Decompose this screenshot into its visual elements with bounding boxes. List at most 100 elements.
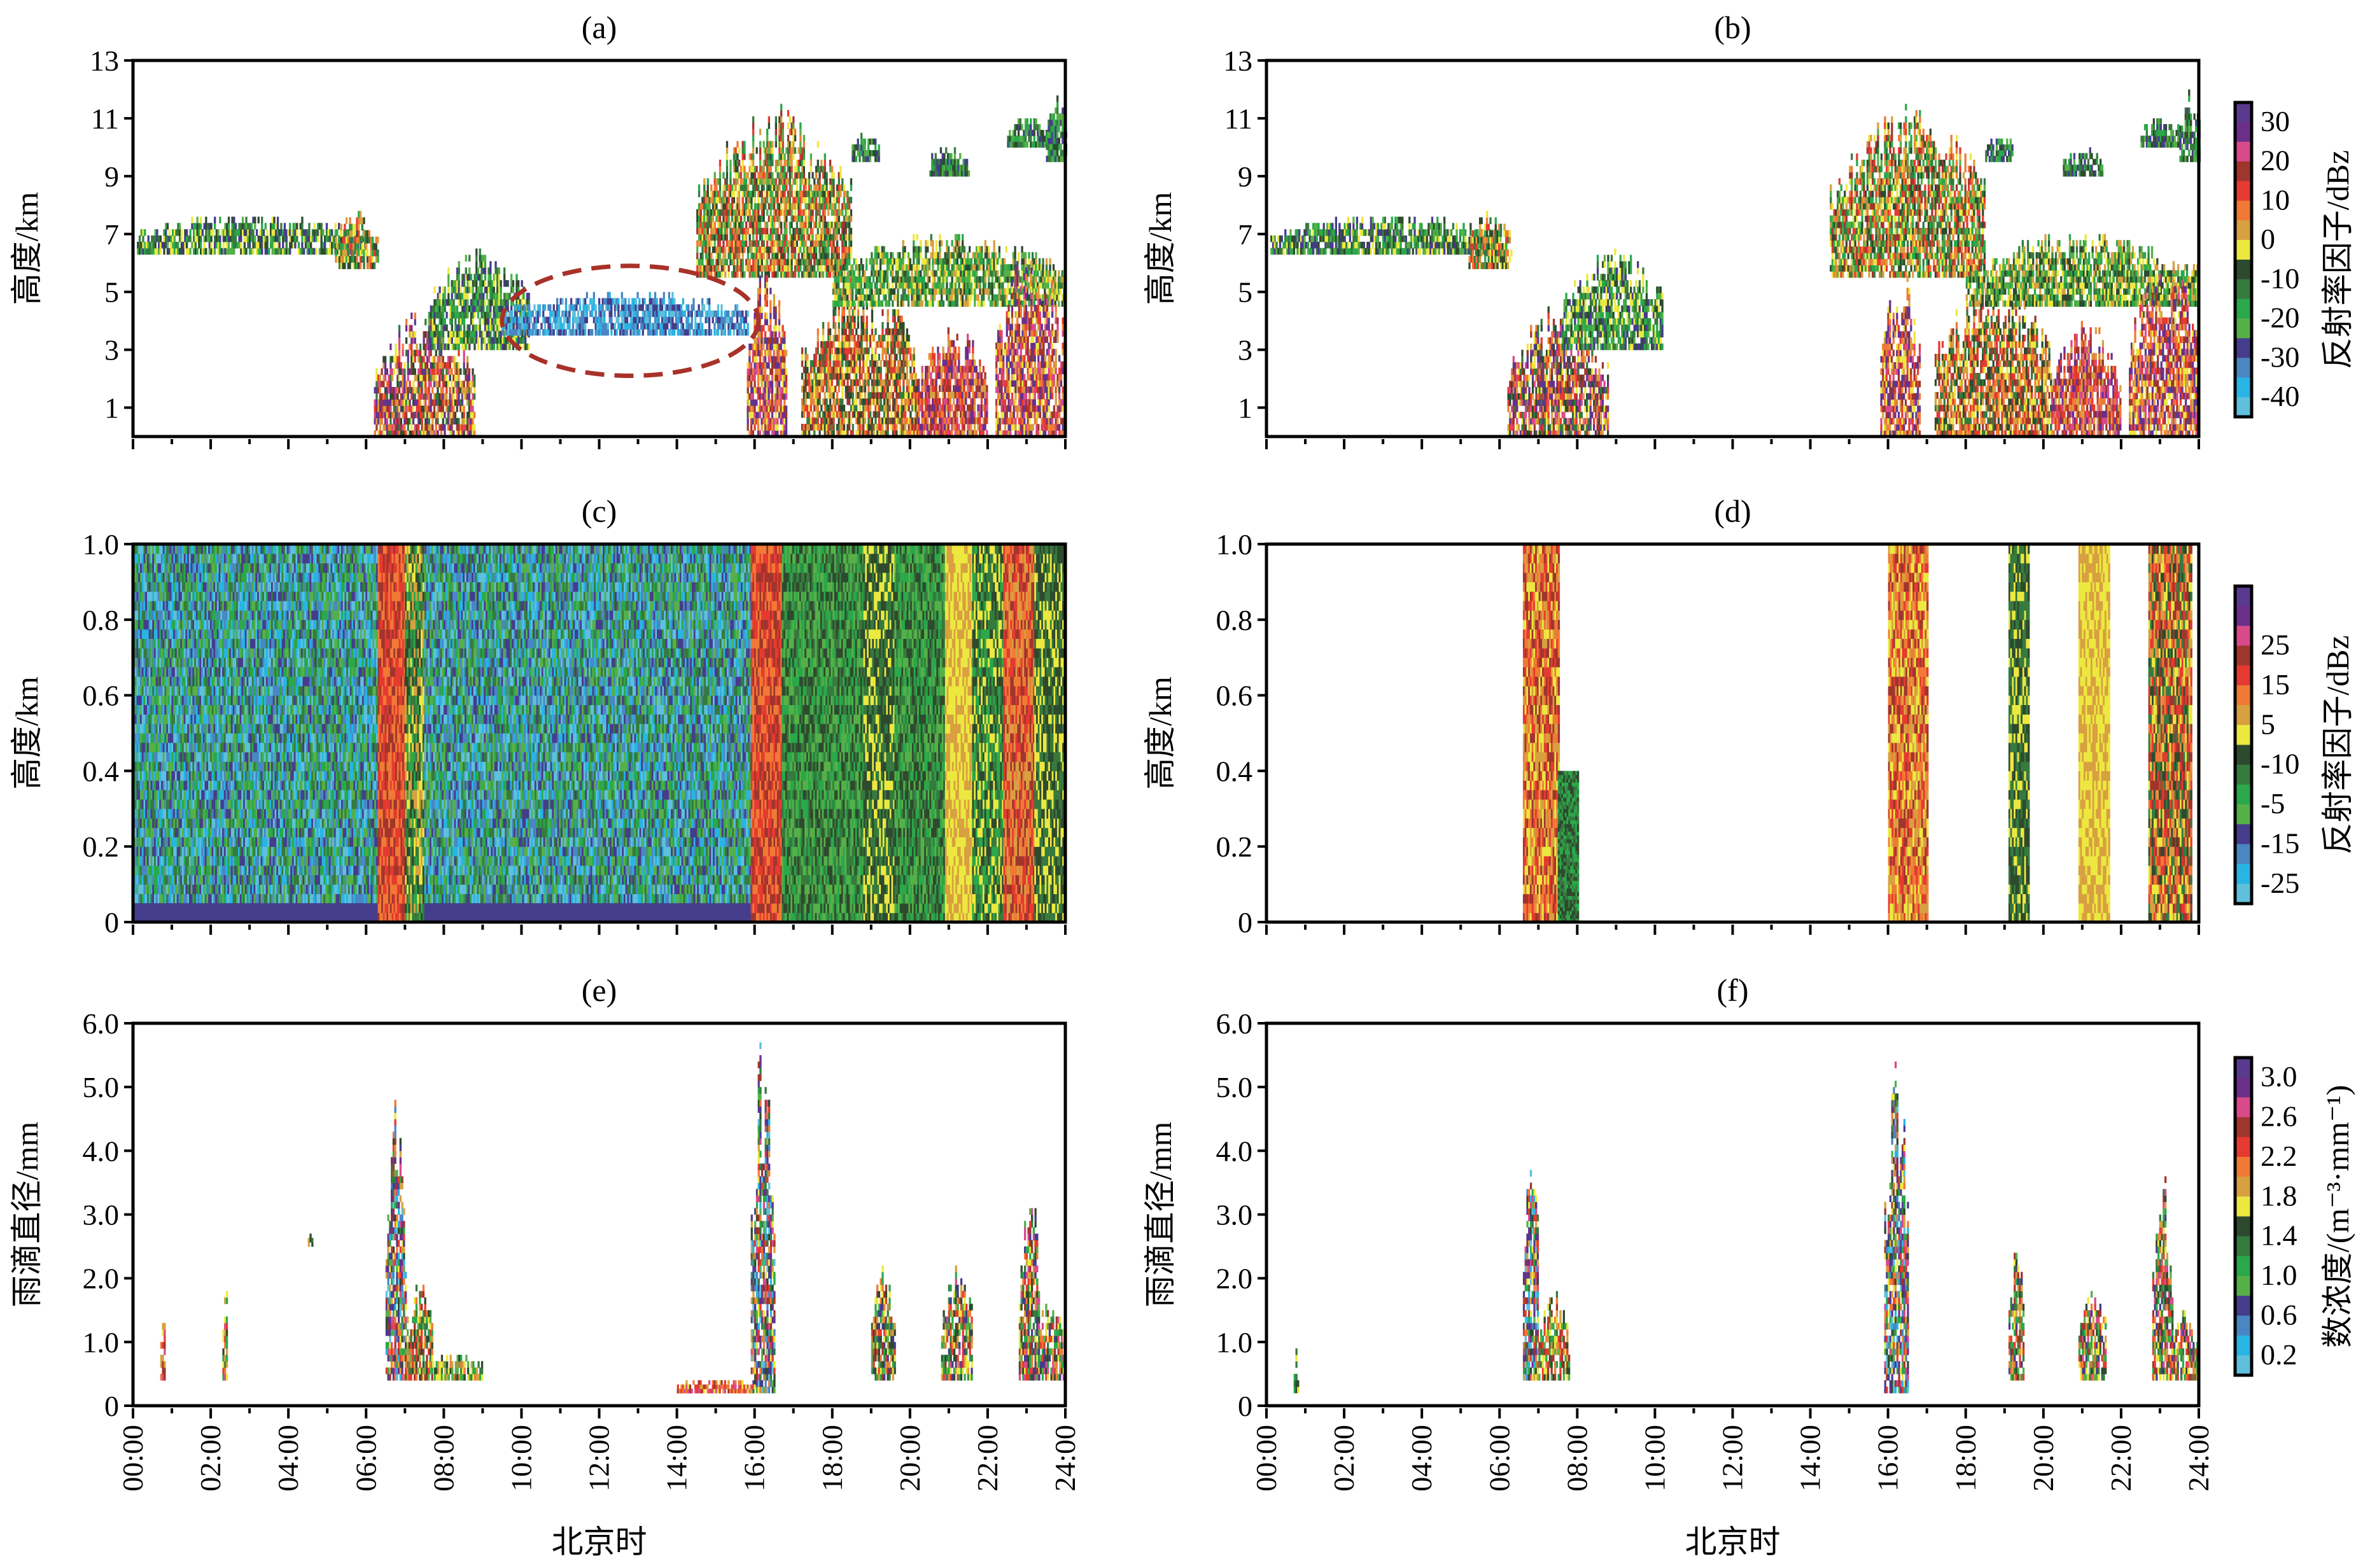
heatmap-cell <box>254 217 256 224</box>
heatmap-cell <box>437 418 438 424</box>
heatmap-cell <box>144 229 146 236</box>
heatmap-cell <box>169 229 171 236</box>
heatmap-cell <box>211 242 213 249</box>
heatmap-cell <box>261 248 263 255</box>
heatmap-cell <box>301 242 303 249</box>
heatmap-cell <box>433 356 435 362</box>
heatmap-cell <box>335 237 337 244</box>
heatmap-cell <box>331 229 333 236</box>
heatmap-cell <box>445 393 447 400</box>
heatmap-cell <box>433 405 435 412</box>
heatmap-cell <box>410 344 412 350</box>
heatmap-cell <box>377 256 379 263</box>
heatmap-cell <box>417 424 419 431</box>
heatmap-cell <box>400 362 402 368</box>
heatmap-cell <box>365 243 367 250</box>
heatmap-cell <box>148 235 150 242</box>
heatmap-cell <box>458 350 459 356</box>
heatmap-cell <box>286 235 288 242</box>
heatmap-cell <box>344 262 346 269</box>
heatmap-cell <box>181 235 183 242</box>
heatmap-cell <box>372 256 374 263</box>
heatmap-cell <box>174 235 176 242</box>
heatmap-cell <box>218 229 220 236</box>
heatmap-cell <box>407 356 409 362</box>
heatmap-cell <box>252 229 254 236</box>
heatmap-cell <box>167 223 169 229</box>
heatmap-cell <box>438 381 440 387</box>
heatmap-cell <box>398 412 400 418</box>
heatmap-cell <box>423 337 424 344</box>
heatmap-cell <box>405 319 407 325</box>
heatmap-cell <box>358 224 360 231</box>
heatmap-cell <box>458 418 459 424</box>
heatmap-cell <box>389 418 391 424</box>
heatmap-cell <box>310 242 312 249</box>
heatmap-cell <box>284 223 286 229</box>
heatmap-cell <box>353 249 354 256</box>
heatmap-cell <box>361 243 363 250</box>
heatmap-cell <box>414 368 416 375</box>
heatmap-cell <box>360 211 361 218</box>
heatmap-cell <box>254 223 256 229</box>
heatmap-cell <box>382 381 384 387</box>
heatmap-cell <box>458 362 459 368</box>
heatmap-cell <box>454 412 456 418</box>
heatmap-cell <box>409 381 410 387</box>
heatmap-cell <box>437 387 438 393</box>
heatmap-cell <box>303 248 305 255</box>
heatmap-cell <box>321 223 323 229</box>
heatmap-cell <box>424 400 426 406</box>
heatmap-cell <box>414 337 416 344</box>
heatmap-cell <box>344 224 346 231</box>
heatmap-cell <box>389 344 391 350</box>
heatmap-cell <box>405 325 407 332</box>
heatmap-cell <box>361 224 363 231</box>
heatmap-cell <box>405 337 407 344</box>
heatmap-cell <box>449 375 451 381</box>
heatmap-cell <box>410 312 412 319</box>
heatmap-cell <box>430 325 431 332</box>
heatmap-cell <box>266 229 268 236</box>
heatmap-cell <box>353 230 354 237</box>
heatmap-cell <box>240 235 242 242</box>
heatmap-cell <box>454 356 456 362</box>
heatmap-cell <box>322 229 324 236</box>
heatmap-cell <box>386 368 388 375</box>
heatmap-cell <box>403 375 405 381</box>
heatmap-cell <box>317 235 319 242</box>
heatmap-cell <box>407 350 409 356</box>
heatmap-cell <box>384 356 386 362</box>
heatmap-cell <box>442 405 444 412</box>
heatmap-cell <box>377 237 379 244</box>
heatmap-cell <box>336 229 338 236</box>
heatmap-cell <box>235 223 237 229</box>
heatmap-cell <box>160 248 162 255</box>
heatmap-cell <box>424 350 426 356</box>
heatmap-cell <box>431 424 433 431</box>
heatmap-cell <box>428 344 430 350</box>
heatmap-cell <box>414 356 416 362</box>
heatmap-cell <box>423 356 424 362</box>
heatmap-cell <box>282 242 284 249</box>
heatmap-cell <box>251 223 253 229</box>
heatmap-cell <box>294 242 296 249</box>
heatmap-cell <box>451 424 452 431</box>
heatmap-cell <box>277 223 279 229</box>
heatmap-cell <box>419 400 421 406</box>
heatmap-cell <box>398 325 400 332</box>
heatmap-cell <box>368 230 370 237</box>
heatmap-cell <box>244 242 246 249</box>
heatmap-cell <box>183 248 185 255</box>
heatmap-cell <box>340 230 342 237</box>
heatmap-cell <box>375 393 377 400</box>
heatmap-cell <box>367 249 368 256</box>
heatmap-cell <box>374 262 375 269</box>
heatmap-cell <box>358 230 360 237</box>
heatmap-cell <box>403 424 405 431</box>
heatmap-cell <box>308 229 310 236</box>
heatmap-cell <box>280 223 282 229</box>
heatmap-cell <box>254 235 256 242</box>
heatmap-cell <box>191 217 193 224</box>
